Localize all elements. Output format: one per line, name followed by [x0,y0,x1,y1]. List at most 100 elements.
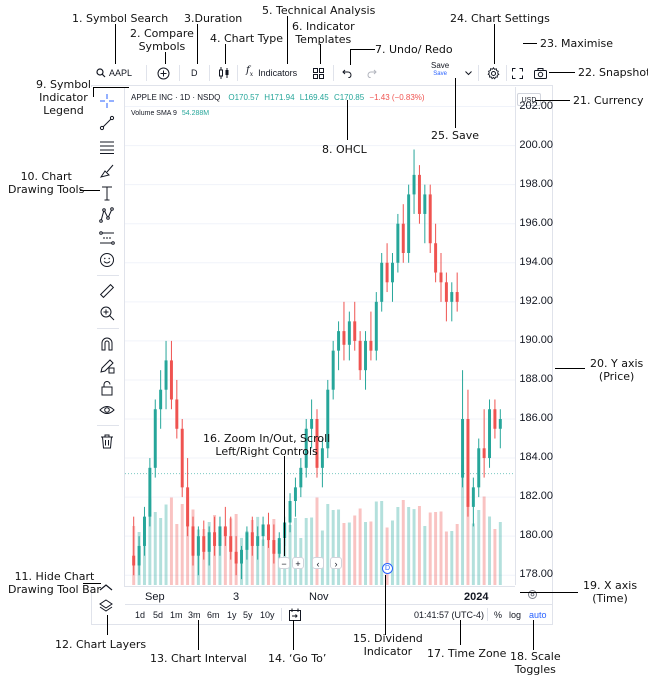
candle-body[interactable] [272,540,276,554]
settings-small-icon[interactable] [527,589,538,600]
currency-selector[interactable]: USD [517,93,541,106]
interval-1m[interactable]: 1m [170,610,183,620]
hide-toolbar-icon[interactable] [97,582,115,592]
compare-symbols-button[interactable] [157,64,170,82]
chart-settings-button[interactable] [487,64,500,82]
time-axis[interactable]: Sep 3 Nov 2024 [125,586,515,604]
price-axis[interactable]: USD 202.00 200.00 198.00 196.00 194.00 192.00… [515,87,553,585]
volume-label[interactable]: Volume SMA 9 [131,110,177,117]
lock-icon[interactable] [99,380,115,396]
candle-body[interactable] [148,467,152,517]
candle-body[interactable] [493,409,497,429]
candle-body[interactable] [374,301,378,351]
redo-button[interactable] [366,64,377,82]
candle-body[interactable] [137,545,141,566]
candle-body[interactable] [229,536,233,552]
candle-body[interactable] [461,419,465,478]
candle-body[interactable] [186,487,190,527]
scroll-right-button[interactable]: › [330,557,342,569]
candle-body[interactable] [169,360,173,400]
time-zone[interactable]: 01:41:57 (UTC-4) [414,610,485,620]
candle-body[interactable] [455,292,459,302]
symbol-search[interactable]: AAPL [96,64,132,82]
fib-retracement-icon[interactable] [99,139,115,155]
save-dropdown[interactable] [465,64,472,82]
forecast-icon[interactable] [99,230,115,246]
candle-body[interactable] [304,428,308,468]
candle-body[interactable] [331,350,335,390]
interval-1y[interactable]: 1y [227,610,237,620]
eye-icon[interactable] [99,402,115,418]
candle-body[interactable] [385,262,389,283]
candle-body[interactable] [234,551,238,564]
candle-body[interactable] [293,487,297,502]
go-to-date-icon[interactable] [289,608,301,621]
candle-body[interactable] [498,419,502,429]
interval-6m[interactable]: 6m [207,610,220,620]
candle-body[interactable] [471,487,475,507]
candle-body[interactable] [256,536,260,546]
candle-body[interactable] [213,532,217,546]
log-toggle[interactable]: log [509,610,522,620]
interval-10y[interactable]: 10y [260,610,275,620]
candle-body[interactable] [240,549,244,564]
candle-body[interactable] [202,536,206,552]
candle-body[interactable] [358,340,362,371]
percent-toggle[interactable]: % [494,610,503,620]
emoji-icon[interactable] [99,252,115,268]
candle-body[interactable] [245,532,249,550]
trend-line-icon[interactable] [99,115,115,131]
undo-button[interactable] [342,64,353,82]
candle-body[interactable] [364,340,368,371]
candle-body[interactable] [401,223,405,253]
candle-body[interactable] [482,448,486,459]
chart-type-button[interactable] [218,64,230,82]
indicators-button[interactable]: fx Indicators [246,64,297,82]
candle-body[interactable] [250,532,254,546]
legend-symbol[interactable]: APPLE INC · 1D · NSDQ [131,93,221,102]
candle-body[interactable] [369,340,373,351]
candle-body[interactable] [428,194,432,244]
interval-1d[interactable]: 1d [135,610,146,620]
text-icon[interactable] [99,185,115,201]
candle-body[interactable] [326,389,330,449]
candle-body[interactable] [223,526,227,537]
crosshair-icon[interactable] [99,93,115,109]
candle-body[interactable] [315,419,319,468]
candle-body[interactable] [380,262,384,302]
interval-5y[interactable]: 5y [243,610,253,620]
chart-area[interactable] [125,87,515,585]
candle-body[interactable] [191,526,195,556]
candle-body[interactable] [218,526,222,546]
candle-body[interactable] [261,524,265,537]
pencil-lock-icon[interactable] [99,358,115,374]
candle-body[interactable] [337,331,341,351]
indicator-templates-button[interactable] [313,64,324,82]
duration-button[interactable]: D [191,68,198,78]
trash-icon[interactable] [99,433,115,449]
zoom-in-button[interactable]: + [292,557,304,569]
candle-body[interactable] [310,419,314,429]
interval-3m[interactable]: 3m [188,610,201,620]
candle-body[interactable] [353,321,357,341]
candle-body[interactable] [347,321,351,345]
candle-body[interactable] [320,448,324,468]
candle-body[interactable] [164,360,168,390]
candle-body[interactable] [434,243,438,273]
dividend-marker[interactable]: D [382,563,393,574]
auto-toggle[interactable]: auto [529,610,547,620]
candle-body[interactable] [390,262,394,283]
candle-body[interactable] [299,467,303,488]
candle-body[interactable] [412,174,416,195]
candle-body[interactable] [417,174,421,214]
candle-body[interactable] [196,536,200,556]
price-chart[interactable] [125,87,515,585]
magnet-icon[interactable] [99,336,115,352]
candle-body[interactable] [175,399,179,429]
candle-body[interactable] [407,194,411,253]
zoom-out-button[interactable]: − [278,557,290,569]
candle-body[interactable] [277,538,281,554]
candle-body[interactable] [142,516,146,546]
candle-body[interactable] [159,389,163,410]
candle-body[interactable] [466,419,470,507]
